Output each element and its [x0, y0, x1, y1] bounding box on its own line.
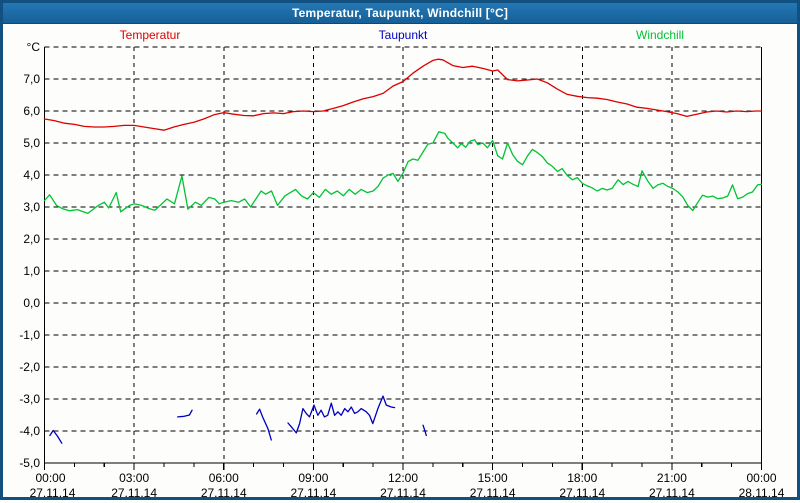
series-line-taupunkt [49, 429, 63, 444]
series-line-taupunkt [287, 395, 396, 434]
x-axis-time-label: 06:00 [209, 471, 239, 485]
x-axis-date-label: 28.11.14 [739, 486, 785, 500]
x-axis-time-label: 15:00 [478, 471, 508, 485]
x-axis-time-label: 00:00 [35, 471, 65, 485]
y-axis-tick-label: 0,0 [23, 296, 40, 310]
legend-windchill: Windchill [635, 28, 685, 42]
legend-temperatur: Temperatur [119, 28, 181, 42]
y-axis-tick-label: -5,0 [19, 456, 40, 470]
x-axis-date-label: 27.11.14 [470, 486, 516, 500]
y-axis-tick-label: -1,0 [19, 328, 40, 342]
y-axis-tick-label: 2,0 [23, 232, 40, 246]
y-axis-tick-label: -4,0 [19, 424, 40, 438]
y-axis-tick-label: 7,0 [23, 72, 40, 86]
legend-taupunkt: Taupunkt [378, 28, 428, 42]
x-axis-time-label: 09:00 [298, 471, 328, 485]
x-axis-date-label: 27.11.14 [559, 486, 605, 500]
x-axis-time-label: 00:00 [746, 471, 776, 485]
x-axis-date-label: 27.11.14 [380, 486, 426, 500]
y-axis-tick-label: -2,0 [19, 360, 40, 374]
y-axis-tick-label: 1,0 [23, 264, 40, 278]
series-line-taupunkt [422, 424, 427, 437]
x-axis-date-label: 27.11.14 [290, 486, 336, 500]
y-axis-tick-label: 6,0 [23, 104, 40, 118]
x-axis-time-label: 03:00 [119, 471, 149, 485]
y-axis-tick-label: 3,0 [23, 200, 40, 214]
series-line-taupunkt [177, 409, 193, 418]
x-axis-time-label: 18:00 [567, 471, 597, 485]
chart-plot-area: °C 7,0 6,0 5,0 4,0 3,0 2,0 1,0 0,0 -1,0 -2,0 -3,0 -4… [19, 40, 785, 500]
x-axis-time-label: 21:00 [657, 471, 687, 485]
y-axis-tick-label: 4,0 [23, 168, 40, 182]
y-axis-unit-label: °C [27, 40, 41, 54]
series-line-taupunkt [255, 408, 272, 441]
y-axis-tick-label: 5,0 [23, 136, 40, 150]
x-axis-date-label: 27.11.14 [30, 486, 76, 500]
x-axis-date-label: 27.11.14 [649, 486, 695, 500]
chart-legend: Temperatur Taupunkt Windchill [3, 25, 797, 43]
window-title: Temperatur, Taupunkt, Windchill [°C] [3, 3, 797, 24]
x-axis-time-label: 12:00 [388, 471, 418, 485]
x-axis-date-label: 27.11.14 [111, 486, 157, 500]
y-axis-tick-label: -3,0 [19, 392, 40, 406]
series-line-temperatur [43, 58, 763, 131]
x-axis-date-label: 27.11.14 [201, 486, 247, 500]
series-line-windchill [43, 131, 763, 215]
